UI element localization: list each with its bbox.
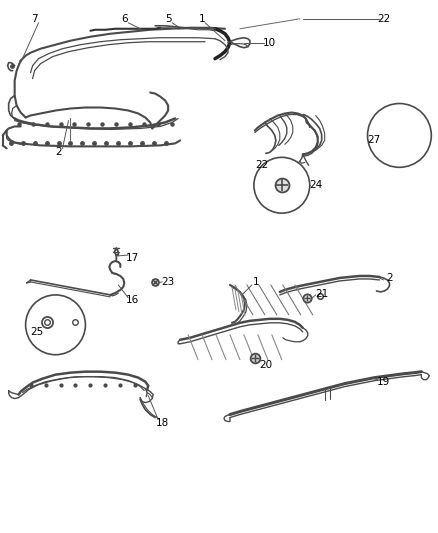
Text: 23: 23 xyxy=(162,277,175,287)
Circle shape xyxy=(254,157,310,213)
Text: 5: 5 xyxy=(165,14,171,24)
Text: 20: 20 xyxy=(259,360,272,370)
Text: 22: 22 xyxy=(255,160,268,171)
Text: 27: 27 xyxy=(367,135,380,146)
Text: 2: 2 xyxy=(386,273,393,283)
Text: 21: 21 xyxy=(315,289,328,299)
Text: 17: 17 xyxy=(126,253,139,263)
Text: 19: 19 xyxy=(377,377,390,386)
Circle shape xyxy=(25,295,85,355)
Circle shape xyxy=(367,103,431,167)
Text: 10: 10 xyxy=(263,38,276,48)
Text: 1: 1 xyxy=(253,277,259,287)
Text: 1: 1 xyxy=(199,14,205,24)
Text: 7: 7 xyxy=(31,14,38,24)
Text: 22: 22 xyxy=(377,14,390,24)
Text: 24: 24 xyxy=(309,180,322,190)
Text: 25: 25 xyxy=(30,327,43,337)
Text: 2: 2 xyxy=(55,147,62,157)
Text: 6: 6 xyxy=(121,14,127,24)
Text: 16: 16 xyxy=(126,295,139,305)
Text: 18: 18 xyxy=(155,417,169,427)
